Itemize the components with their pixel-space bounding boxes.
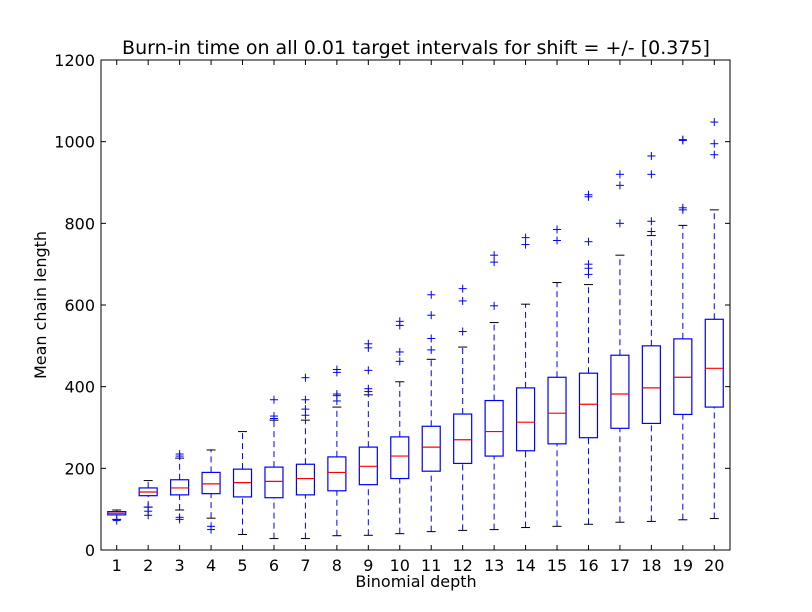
y-tick-label: 600 xyxy=(64,296,95,315)
x-tick-label: 5 xyxy=(237,556,247,575)
y-tick-label: 0 xyxy=(85,541,95,560)
box-3 xyxy=(170,479,190,496)
outlier-9 xyxy=(364,339,373,348)
outlier-18 xyxy=(647,151,656,160)
outlier-17 xyxy=(615,170,624,179)
chart-title: Burn-in time on all 0.01 target interval… xyxy=(122,37,710,59)
outlier-15 xyxy=(553,225,562,234)
outlier-10 xyxy=(395,347,404,356)
box-19 xyxy=(673,338,693,416)
outlier-20 xyxy=(710,150,719,159)
outlier-13 xyxy=(490,258,499,267)
y-tick-label: 1000 xyxy=(54,133,95,152)
outlier-11 xyxy=(427,290,436,299)
x-tick-label: 2 xyxy=(143,556,153,575)
outlier-3 xyxy=(175,513,184,522)
y-axis-label: Mean chain length xyxy=(31,231,50,379)
x-tick-label: 20 xyxy=(704,556,724,575)
outlier-15 xyxy=(553,236,562,245)
outlier-7 xyxy=(301,395,310,404)
outlier-10 xyxy=(395,357,404,366)
x-tick-label: 12 xyxy=(452,556,472,575)
box-4 xyxy=(201,471,221,495)
x-tick-label: 3 xyxy=(175,556,185,575)
outlier-18 xyxy=(647,217,656,226)
outlier-8 xyxy=(332,390,341,399)
outlier-16 xyxy=(584,237,593,246)
y-tick-label: 200 xyxy=(64,459,95,478)
outlier-11 xyxy=(427,334,436,343)
outlier-16 xyxy=(584,260,593,269)
x-tick-label: 4 xyxy=(206,556,216,575)
y-tick-label: 1200 xyxy=(54,51,95,70)
outlier-12 xyxy=(458,296,467,305)
x-tick-label: 17 xyxy=(610,556,630,575)
outlier-10 xyxy=(395,317,404,326)
box-12 xyxy=(453,413,473,465)
box-16 xyxy=(578,372,599,439)
outlier-12 xyxy=(458,327,467,336)
x-tick-label: 18 xyxy=(641,556,661,575)
box-15 xyxy=(547,376,567,445)
outlier-13 xyxy=(490,301,499,310)
x-tick-label: 6 xyxy=(269,556,279,575)
box-6 xyxy=(264,466,284,499)
outlier-20 xyxy=(710,139,719,148)
x-tick-label: 16 xyxy=(578,556,598,575)
outlier-20 xyxy=(710,118,719,127)
outlier-9 xyxy=(364,384,373,393)
box-20 xyxy=(704,318,724,408)
outlier-16 xyxy=(584,190,593,199)
x-tick-label: 19 xyxy=(673,556,693,575)
y-tick-label: 800 xyxy=(64,214,95,233)
x-tick-label: 15 xyxy=(547,556,567,575)
outlier-11 xyxy=(427,345,436,354)
box-7 xyxy=(295,463,316,496)
box-10 xyxy=(390,436,410,480)
outlier-6 xyxy=(269,395,278,404)
outlier-4 xyxy=(207,522,216,531)
outlier-2 xyxy=(144,503,153,512)
outlier-6 xyxy=(269,412,278,421)
outlier-1 xyxy=(112,516,121,525)
x-tick-label: 9 xyxy=(363,556,373,575)
outlier-14 xyxy=(521,233,530,242)
x-tick-label: 13 xyxy=(484,556,504,575)
x-tick-label: 14 xyxy=(515,556,535,575)
box-14 xyxy=(515,387,536,452)
outlier-19 xyxy=(678,203,687,212)
x-tick-label: 11 xyxy=(421,556,441,575)
x-tick-label: 1 xyxy=(112,556,122,575)
box-8 xyxy=(327,456,347,492)
x-tick-label: 8 xyxy=(332,556,342,575)
outlier-19 xyxy=(678,135,687,144)
outlier-18 xyxy=(647,170,656,179)
x-tick-label: 7 xyxy=(300,556,310,575)
outlier-8 xyxy=(332,365,341,374)
plot-frame xyxy=(100,59,731,551)
box-13 xyxy=(484,399,504,457)
outlier-17 xyxy=(615,219,624,228)
box-11 xyxy=(421,425,441,472)
box-17 xyxy=(610,354,630,429)
y-tick-label: 400 xyxy=(64,378,95,397)
outlier-12 xyxy=(458,284,467,293)
outlier-13 xyxy=(490,251,499,260)
outlier-7 xyxy=(301,405,310,414)
outlier-7 xyxy=(301,373,310,382)
outlier-18 xyxy=(647,227,656,236)
outlier-11 xyxy=(427,311,436,320)
x-tick-label: 10 xyxy=(390,556,410,575)
box-18 xyxy=(641,345,661,425)
outlier-9 xyxy=(364,366,373,375)
outlier-3 xyxy=(175,450,184,459)
outlier-17 xyxy=(615,181,624,190)
outlier-14 xyxy=(521,240,530,249)
x-axis-label: Binomial depth xyxy=(355,572,476,591)
